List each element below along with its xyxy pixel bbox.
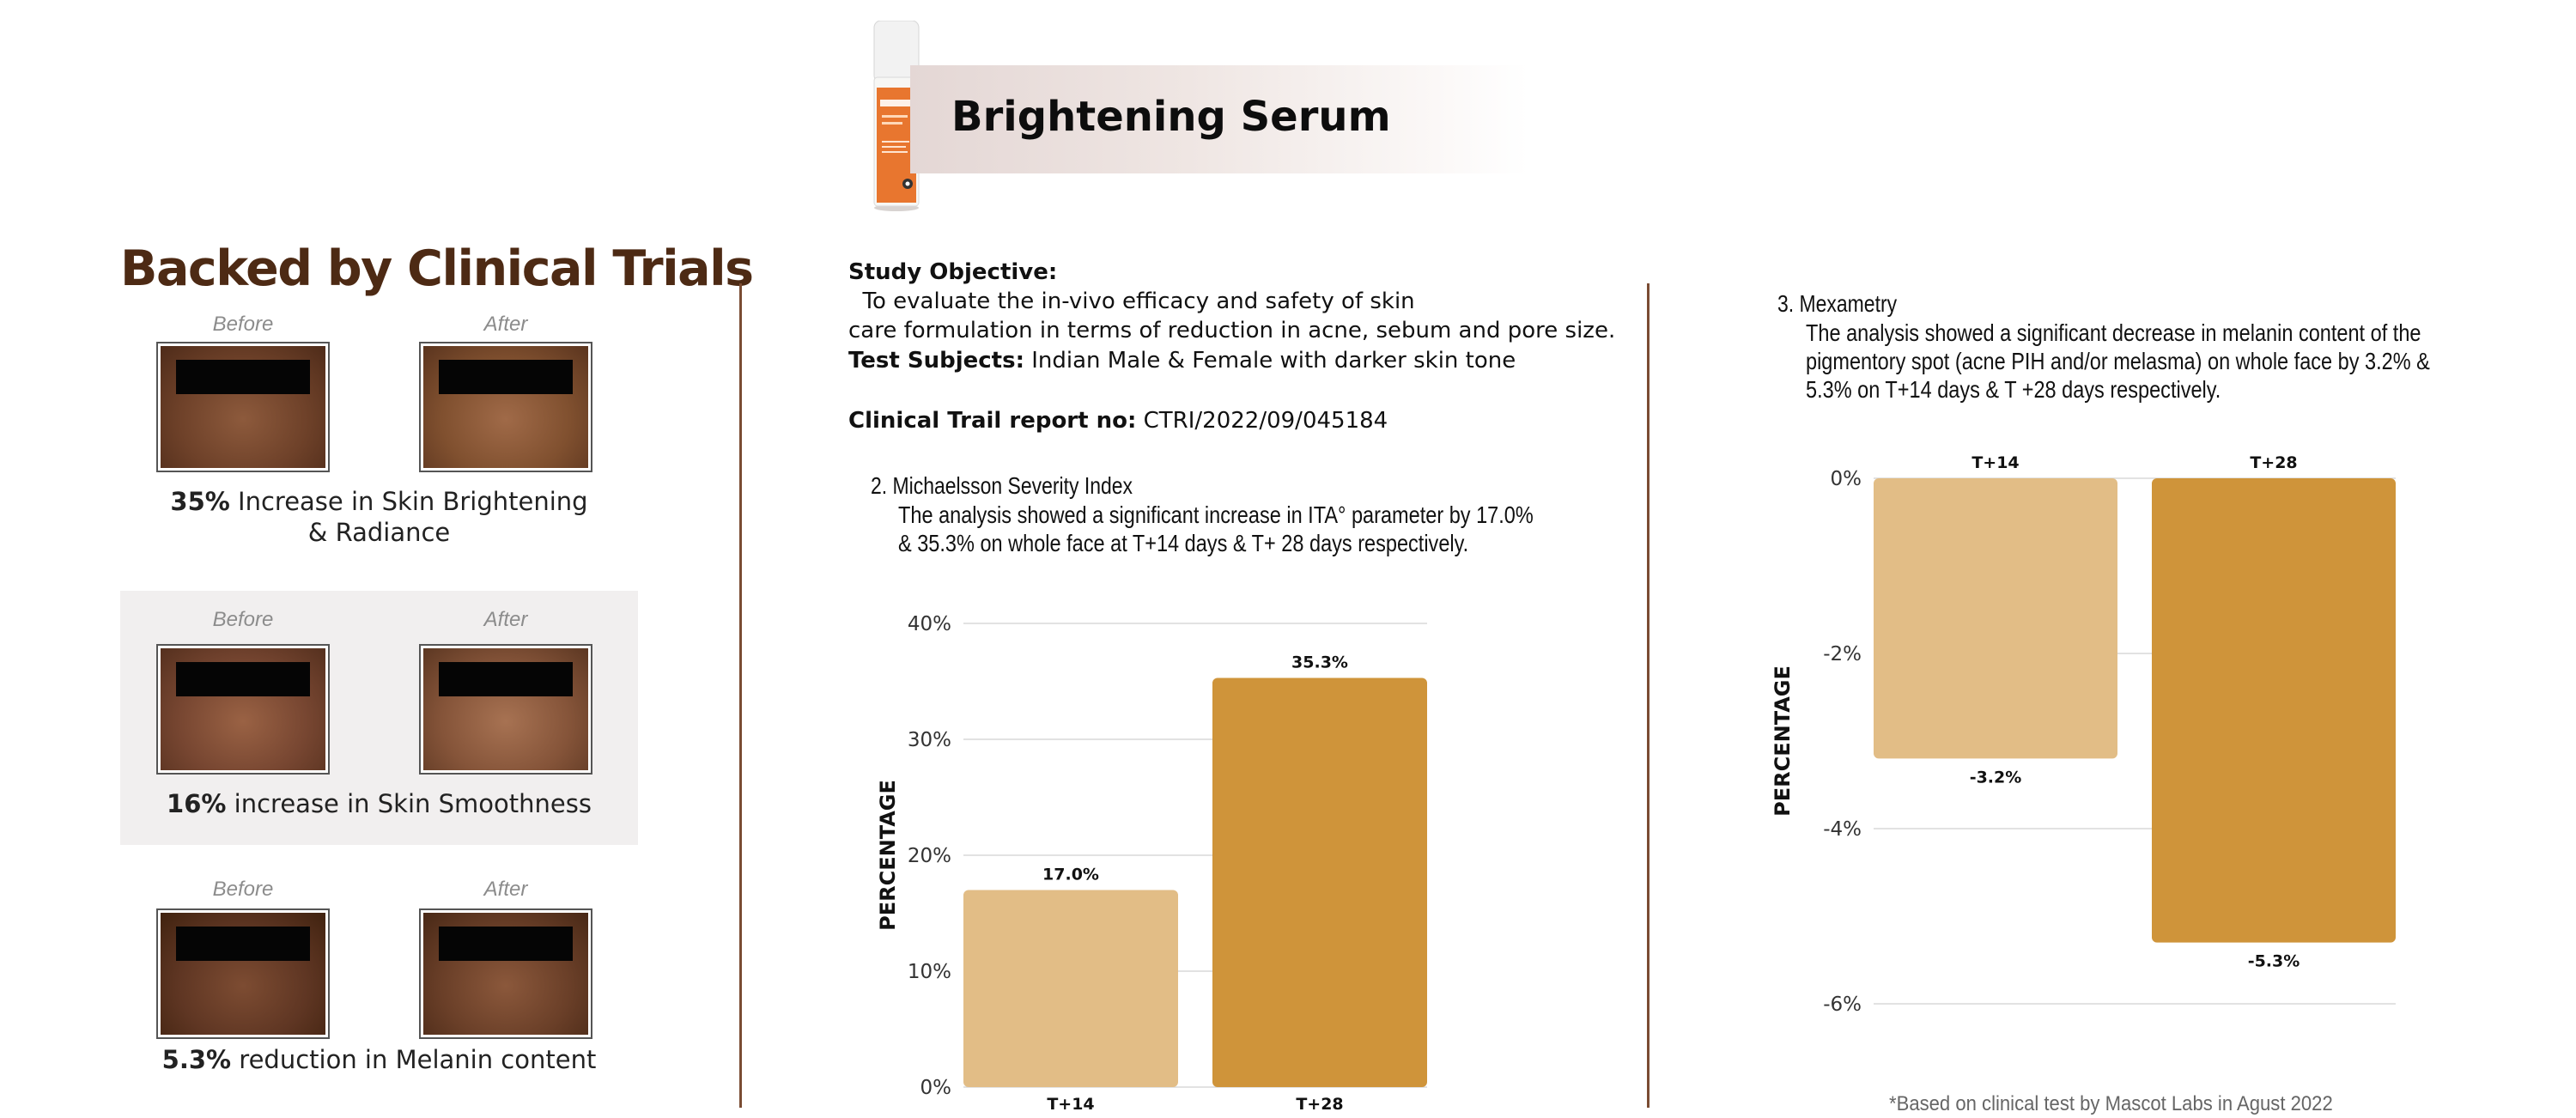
y-tick-label: 0% xyxy=(1831,468,1862,490)
stat-value: 16% xyxy=(167,789,227,818)
study-objective-line1: To evaluate the in-vivo efficacy and saf… xyxy=(848,289,1415,314)
test-subjects-label: Test Subjects: xyxy=(848,348,1024,374)
section3-line2: pigmentory spot (acne PIH and/or melasma… xyxy=(1806,348,2430,374)
before-label: Before xyxy=(212,608,274,631)
clinical-report-number: CTRI/2022/09/045184 xyxy=(1136,408,1388,434)
section2-heading: 2. Michaelsson Severity Index xyxy=(871,472,1133,499)
y-axis-label: PERCENTAGE xyxy=(876,780,900,931)
study-objective: Study Objective: To evaluate the in-vivo… xyxy=(848,258,1621,345)
bar-t14 xyxy=(963,890,1178,1087)
clinical-trials-heading: Backed by Clinical Trials xyxy=(120,240,754,297)
after-face-photo xyxy=(419,644,592,775)
after-face-photo xyxy=(419,908,592,1039)
y-tick-label: 0% xyxy=(920,1077,952,1099)
category-label: T+14 xyxy=(1971,453,2019,472)
trial-brightening: Before After 35% Increase in Skin Bright… xyxy=(120,309,638,567)
page-title: Brightening Serum xyxy=(951,93,1391,141)
smoothness-stat: 16% increase in Skin Smoothness xyxy=(120,788,638,819)
category-label: T+14 xyxy=(1047,1095,1094,1114)
category-label: T+28 xyxy=(1296,1095,1343,1114)
brightening-stat: 35% Increase in Skin Brightening & Radia… xyxy=(120,486,638,548)
after-label: After xyxy=(483,313,528,336)
trial-smoothness: Before After 16% increase in Skin Smooth… xyxy=(120,591,638,845)
section2-text: The analysis showed a significant increa… xyxy=(898,501,1590,557)
clinical-report: Clinical Trail report no: CTRI/2022/09/0… xyxy=(848,406,1621,435)
before-label: Before xyxy=(212,878,274,901)
section2-line2: & 35.3% on whole face at T+14 days & T+ … xyxy=(898,530,1469,556)
y-tick-label: -6% xyxy=(1823,993,1862,1016)
data-label: 17.0% xyxy=(1042,866,1099,884)
stat-text-line2: & Radiance xyxy=(307,518,451,547)
y-tick-label: 10% xyxy=(908,961,951,983)
y-tick-label: -2% xyxy=(1823,643,1862,665)
study-objective-line2: care formulation in terms of reduction i… xyxy=(848,318,1616,343)
stat-text: reduction in Melanin content xyxy=(231,1045,597,1074)
section3-line3: 5.3% on T+14 days & T +28 days respectiv… xyxy=(1806,376,2221,403)
data-label: -3.2% xyxy=(1970,768,2022,787)
trial-melanin: Before After 5.3% reduction in Melanin c… xyxy=(120,867,638,1099)
y-tick-label: -4% xyxy=(1823,818,1862,841)
bar-t28 xyxy=(1212,677,1427,1087)
stat-text: increase in Skin Smoothness xyxy=(226,789,592,818)
bar-t14 xyxy=(1874,478,2117,759)
stat-text: Increase in Skin Brightening xyxy=(229,487,588,516)
chart-ita-increase: 0% 10% 20% 30% 40% PERCENTAGE 17.0% T+14 35.3% T+… xyxy=(876,601,1477,1116)
data-label: -5.3% xyxy=(2248,952,2300,971)
section3-line1: The analysis showed a significant decrea… xyxy=(1806,319,2421,346)
y-tick-label: 40% xyxy=(908,613,951,635)
product-bottle-image xyxy=(872,20,920,211)
melanin-stat: 5.3% reduction in Melanin content xyxy=(120,1044,638,1075)
chart-melanin-svg: 0% -2% -4% -6% PERCENTAGE -3.2% T+14 -5.3% T+28 xyxy=(1771,453,2396,1016)
y-axis-label: PERCENTAGE xyxy=(1771,665,1795,817)
after-face-photo xyxy=(419,342,592,472)
study-objective-label: Study Objective: xyxy=(848,259,1058,285)
clinical-report-label: Clinical Trail report no: xyxy=(848,408,1137,434)
after-label: After xyxy=(483,608,528,631)
data-label: 35.3% xyxy=(1291,653,1348,671)
chart-ita-svg: 0% 10% 20% 30% 40% PERCENTAGE 17.0% T+14 35.3% T+… xyxy=(876,613,1427,1114)
chart-melanin-decrease: 0% -2% -4% -6% PERCENTAGE -3.2% T+14 -5.3% T+28 xyxy=(1769,442,2421,1026)
bar-t28 xyxy=(2152,478,2396,943)
after-label: After xyxy=(483,878,528,901)
section3-heading: 3. Mexametry xyxy=(1777,290,1898,317)
before-face-photo xyxy=(156,342,330,472)
y-tick-label: 20% xyxy=(908,845,951,867)
test-subjects: Test Subjects: Indian Male & Female with… xyxy=(848,346,1621,375)
divider-right xyxy=(1647,283,1649,1108)
before-face-photo xyxy=(156,908,330,1039)
before-label: Before xyxy=(212,313,274,336)
y-tick-label: 30% xyxy=(908,729,951,751)
section2-line1: The analysis showed a significant increa… xyxy=(898,501,1534,528)
stat-value: 5.3% xyxy=(161,1045,232,1074)
category-label: T+28 xyxy=(2250,453,2297,472)
footnote: *Based on clinical test by Mascot Labs i… xyxy=(1889,1092,2333,1115)
stat-value: 35% xyxy=(170,487,230,516)
before-face-photo xyxy=(156,644,330,775)
divider-left xyxy=(739,283,742,1108)
title-band xyxy=(910,65,1528,173)
test-subjects-text: Indian Male & Female with darker skin to… xyxy=(1024,348,1516,374)
section3-text: The analysis showed a significant decrea… xyxy=(1806,319,2498,404)
